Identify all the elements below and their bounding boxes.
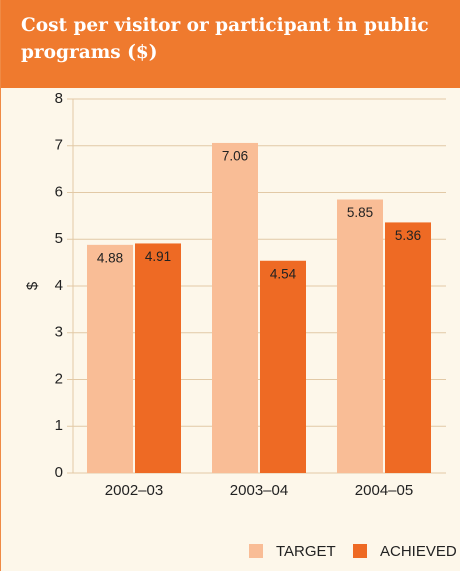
y-tick-label: 5 xyxy=(55,230,63,247)
data-label: 4.91 xyxy=(145,249,171,264)
bar xyxy=(260,260,306,473)
data-label: 4.88 xyxy=(97,250,123,265)
y-tick-label: 7 xyxy=(55,137,63,154)
data-label: 5.85 xyxy=(347,205,373,220)
bar xyxy=(135,243,181,473)
y-tick-label: 2 xyxy=(55,370,63,387)
y-tick-label: 0 xyxy=(55,464,63,481)
y-axis-label: $ xyxy=(24,281,41,290)
y-tick-label: 1 xyxy=(55,417,63,434)
bar xyxy=(385,222,431,473)
x-tick-label: 2004–05 xyxy=(355,482,413,499)
x-tick-label: 2003–04 xyxy=(230,482,288,499)
y-tick-label: 6 xyxy=(55,183,63,200)
bar xyxy=(337,199,383,473)
y-tick-label: 3 xyxy=(55,324,63,341)
data-label: 4.54 xyxy=(270,266,297,281)
y-tick-label: 8 xyxy=(55,90,63,107)
y-tick-label: 4 xyxy=(55,277,63,294)
legend-swatch xyxy=(353,544,367,558)
bar xyxy=(87,244,133,473)
chart-title: Cost per visitor or participant in publi… xyxy=(1,0,460,88)
data-label: 7.06 xyxy=(222,149,248,164)
legend-swatch xyxy=(249,544,263,558)
legend-label: ACHIEVED xyxy=(380,543,457,560)
x-tick-label: 2002–03 xyxy=(105,482,163,499)
legend-label: TARGET xyxy=(276,543,336,560)
bar xyxy=(212,142,258,473)
data-label: 5.36 xyxy=(395,228,421,243)
